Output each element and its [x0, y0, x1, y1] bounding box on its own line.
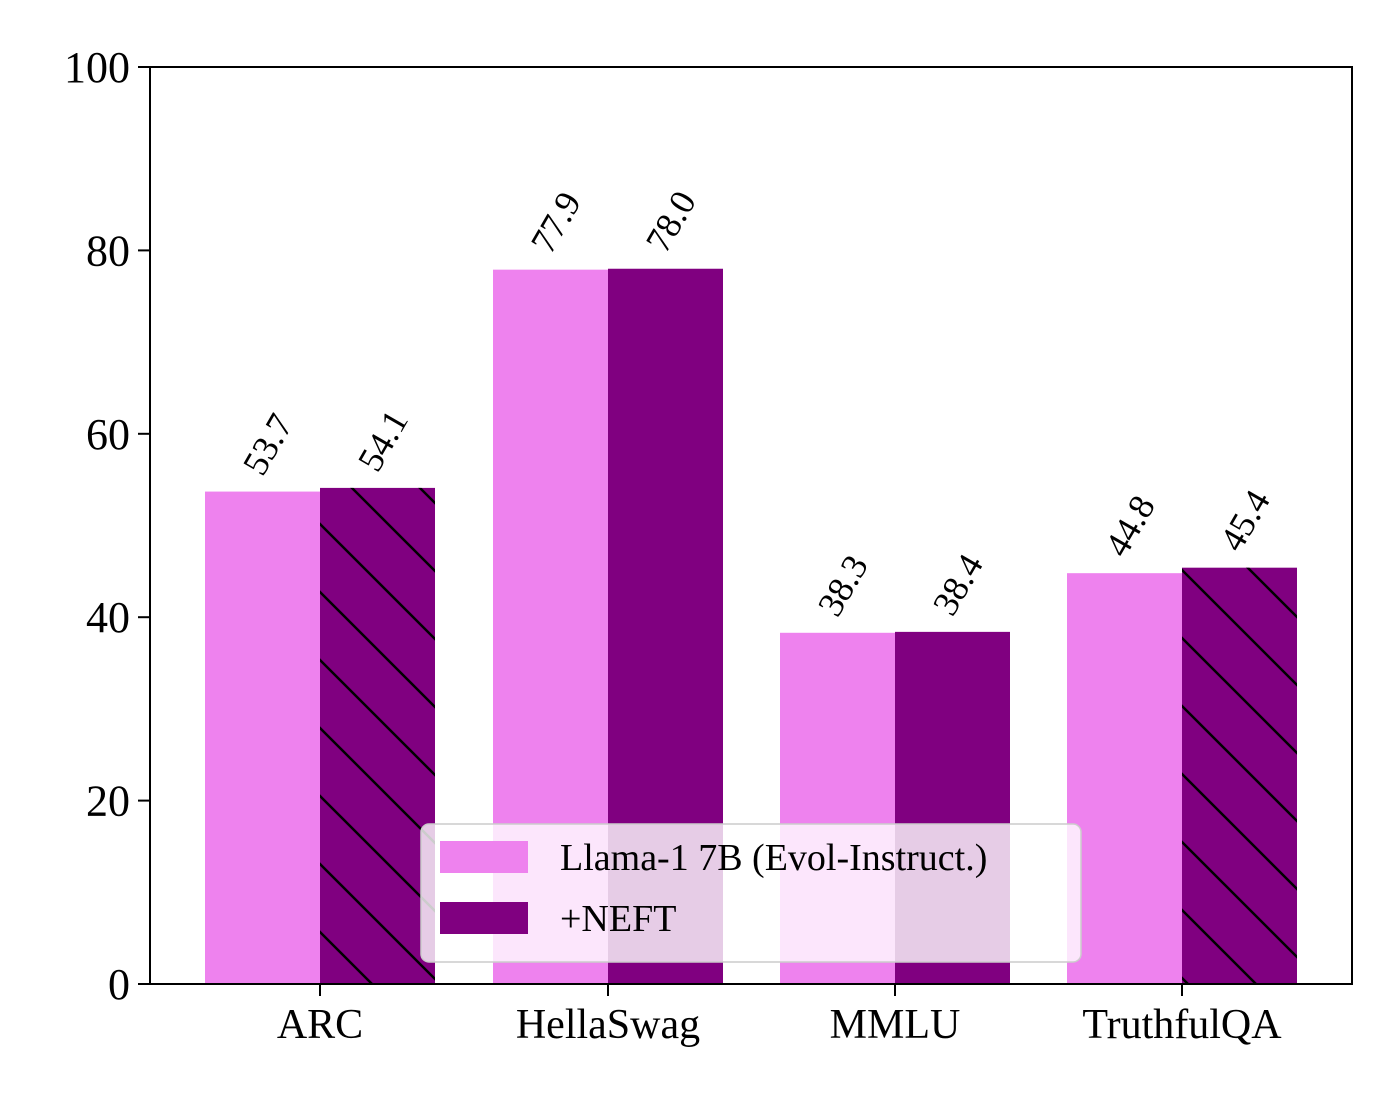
y-tick-label-80: 80: [86, 226, 130, 275]
y-axis: 0 20 40 60 80 100: [64, 43, 150, 1009]
data-label-hellaswag-s0: 77.9: [523, 185, 589, 260]
y-tick-label-20: 20: [86, 777, 130, 826]
bar-arc-s0: [205, 491, 320, 984]
data-label-mmlu-s1: 38.4: [925, 547, 991, 622]
data-label-arc-s1: 54.1: [350, 403, 416, 478]
data-label-mmlu-s0: 38.3: [810, 548, 876, 623]
bar-truthfulqa-s0: [1067, 573, 1182, 984]
legend-swatch-s1: [440, 902, 528, 934]
data-label-arc-s0: 53.7: [235, 407, 301, 482]
bar-hatch-truthfulqa-s1: [1182, 567, 1297, 984]
y-tick-label-0: 0: [108, 960, 130, 1009]
x-tick-label-arc: ARC: [277, 1002, 363, 1048]
y-tick-label-100: 100: [64, 43, 130, 92]
data-label-truthfulqa-s0: 44.8: [1097, 489, 1163, 564]
x-tick-label-mmlu: MMLU: [830, 1002, 961, 1048]
bar-hatch-arc-s1: [320, 487, 435, 984]
x-tick-label-truthfulqa: TruthfulQA: [1082, 1002, 1282, 1048]
plot-frame: [149, 66, 1353, 985]
legend: Llama-1 7B (Evol-Instruct.) +NEFT: [420, 823, 1082, 963]
legend-box: [420, 823, 1082, 963]
y-tick-label-40: 40: [86, 593, 130, 642]
y-tick-label-60: 60: [86, 410, 130, 459]
x-tick-label-hellaswag: HellaSwag: [516, 1002, 700, 1048]
legend-label-s1: +NEFT: [560, 898, 676, 940]
data-label-truthfulqa-s1: 45.4: [1212, 483, 1278, 558]
legend-label-s0: Llama-1 7B (Evol-Instruct.): [560, 837, 987, 879]
legend-swatch-s0: [440, 841, 528, 873]
data-label-hellaswag-s1: 78.0: [638, 184, 704, 259]
x-axis: ARC HellaSwag MMLU TruthfulQA: [277, 984, 1282, 1048]
